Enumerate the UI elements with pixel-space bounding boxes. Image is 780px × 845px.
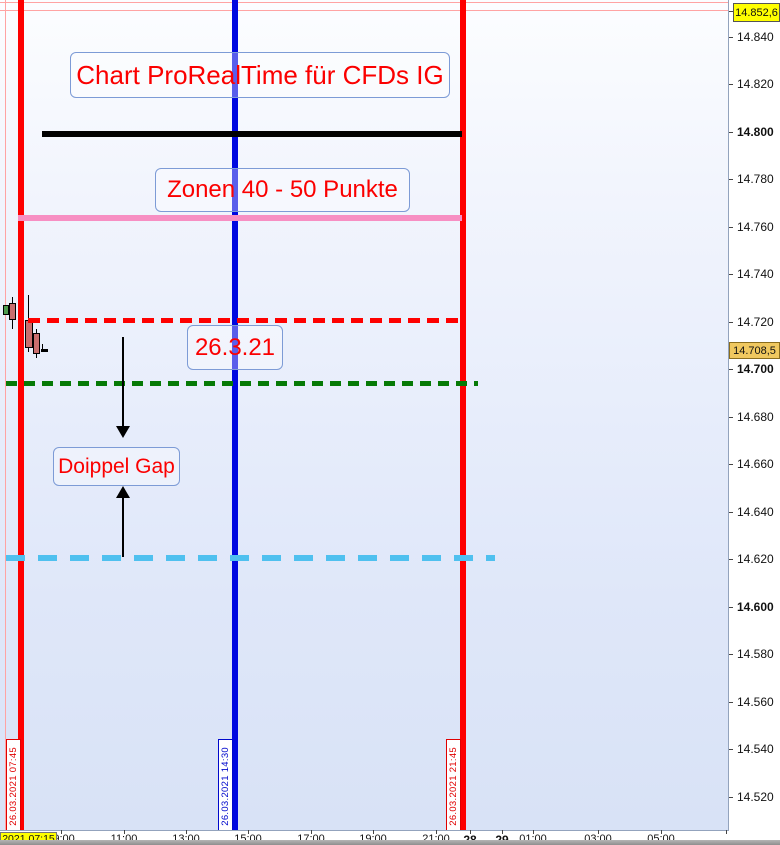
- gap-line-green-dotted[interactable]: [6, 381, 478, 386]
- annotation-gap-text: Doippel Gap: [58, 454, 175, 478]
- time-marker-label-2145-text: 26.03.2021 21:45: [448, 746, 459, 826]
- resistance-line-black[interactable]: [42, 131, 462, 137]
- time-marker-label-2145[interactable]: 26.03.2021 21:45: [446, 739, 461, 833]
- price-tick: 14.700: [737, 362, 774, 376]
- horizontal-scrollbar[interactable]: [0, 840, 780, 845]
- candle: [33, 333, 40, 354]
- price-tick: 14.520: [737, 790, 774, 804]
- price-axis[interactable]: 14.840 14.820 14.800 14.780 14.760 14.74…: [729, 0, 780, 830]
- price-tick: 14.560: [737, 695, 774, 709]
- price-tick: 14.640: [737, 505, 774, 519]
- candle-doji: [41, 349, 48, 352]
- candle: [25, 320, 33, 348]
- time-marker-label-0745[interactable]: 26.03.2021 07:45: [6, 739, 21, 833]
- price-tick: 14.620: [737, 552, 774, 566]
- candle: [9, 303, 16, 320]
- current-price-text: 14.852,6: [735, 6, 778, 19]
- price-tick: 14.740: [737, 267, 774, 281]
- annotation-title-box[interactable]: Chart ProRealTime für CFDs IG: [70, 52, 450, 98]
- price-tick: 14.720: [737, 315, 774, 329]
- annotation-gap-box[interactable]: Doippel Gap: [53, 447, 180, 486]
- price-tick: 14.780: [737, 172, 774, 186]
- arrow-up-head[interactable]: [116, 486, 130, 498]
- time-marker-line-2145[interactable]: [460, 0, 466, 830]
- gap-line-cyan-dashed[interactable]: [6, 555, 495, 561]
- price-tick: 14.540: [737, 742, 774, 756]
- price-tick: 14.660: [737, 457, 774, 471]
- price-axis-line: [728, 0, 729, 831]
- annotation-title-text: Chart ProRealTime für CFDs IG: [76, 59, 444, 90]
- alert-level-line-14852[interactable]: [0, 10, 728, 11]
- annotation-date-text: 26.3.21: [194, 333, 276, 361]
- last-price-text: 14.708,5: [733, 344, 776, 357]
- annotation-date-box[interactable]: 26.3.21: [187, 325, 283, 370]
- alert-level-line-top[interactable]: [0, 2, 728, 3]
- last-price-tag: 14.708,5: [729, 342, 780, 359]
- price-tick: 14.820: [737, 77, 774, 91]
- price-tick: 14.840: [737, 30, 774, 44]
- price-tick: 14.760: [737, 220, 774, 234]
- price-tick: 14.800: [737, 125, 774, 139]
- time-marker-line-1430[interactable]: [232, 0, 238, 830]
- time-marker-label-1430[interactable]: 26.03.2021 14:30: [218, 739, 233, 833]
- candle-doji-stub: [42, 344, 43, 349]
- session-thin-line[interactable]: [5, 0, 6, 830]
- annotation-zone-text: Zonen 40 - 50 Punkte: [167, 176, 398, 203]
- price-tick: 14.680: [737, 410, 774, 424]
- zone-line-pink[interactable]: [18, 215, 462, 221]
- price-tick: 14.600: [737, 600, 774, 614]
- gap-line-red-dotted[interactable]: [28, 318, 462, 323]
- time-marker-label-1430-text: 26.03.2021 14:30: [220, 746, 231, 826]
- time-axis-line: [0, 830, 729, 831]
- time-marker-label-0745-text: 26.03.2021 07:45: [8, 746, 19, 826]
- arrow-down-shaft[interactable]: [122, 337, 124, 428]
- arrow-down-head[interactable]: [116, 426, 130, 438]
- current-price-tag: 14.852,6: [733, 3, 780, 22]
- price-tick: 14.580: [737, 647, 774, 661]
- arrow-up-shaft[interactable]: [122, 497, 124, 557]
- plot-area[interactable]: Chart ProRealTime für CFDs IG Zonen 40 -…: [0, 0, 728, 833]
- annotation-zone-box[interactable]: Zonen 40 - 50 Punkte: [155, 168, 410, 212]
- time-marker-line-0745[interactable]: [18, 0, 24, 830]
- candle: [3, 305, 9, 315]
